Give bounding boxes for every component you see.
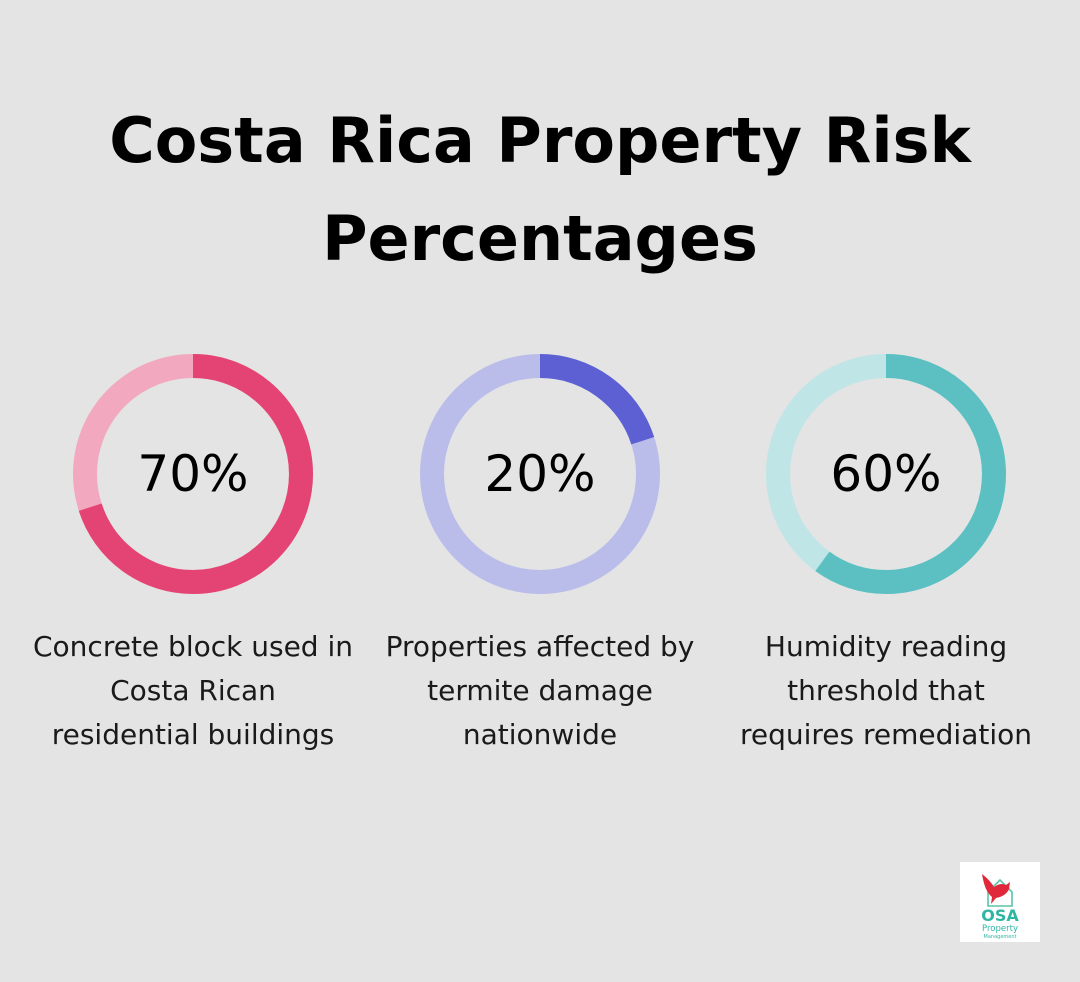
stat-card-concrete: 70% Concrete block used in Costa Rican r… (33, 352, 353, 772)
donut-value-arc (420, 354, 660, 594)
stat-caption: Humidity reading threshold that requires… (739, 630, 1032, 751)
stat-value: 70% (137, 445, 249, 503)
osa-logo: OSA Property Management (960, 862, 1040, 942)
stat-caption: Concrete block used in Costa Rican resid… (33, 630, 354, 751)
donut-value-arc (766, 354, 1006, 594)
logo-line2: Management (984, 934, 1017, 940)
logo-wordmark: OSA (981, 906, 1019, 925)
stat-card-termite: 20% Properties affected by termite damag… (380, 352, 700, 772)
donut-chart (73, 354, 313, 594)
donut-chart (766, 354, 1006, 594)
bird-house-icon: OSA Property Management (981, 874, 1019, 940)
donut-value-arc (73, 354, 313, 594)
page-title: Costa Rica Property Risk Percentages (109, 104, 971, 275)
stat-value: 60% (830, 445, 942, 503)
stat-card-humidity: 60% Humidity reading threshold that requ… (726, 352, 1046, 772)
donut-chart (420, 354, 660, 594)
logo-line1: Property (982, 924, 1018, 934)
stat-value: 20% (484, 445, 596, 503)
house-outline (987, 878, 1013, 907)
bird-shape (982, 874, 1010, 904)
stat-caption: Properties affected by termite damage na… (385, 630, 695, 751)
